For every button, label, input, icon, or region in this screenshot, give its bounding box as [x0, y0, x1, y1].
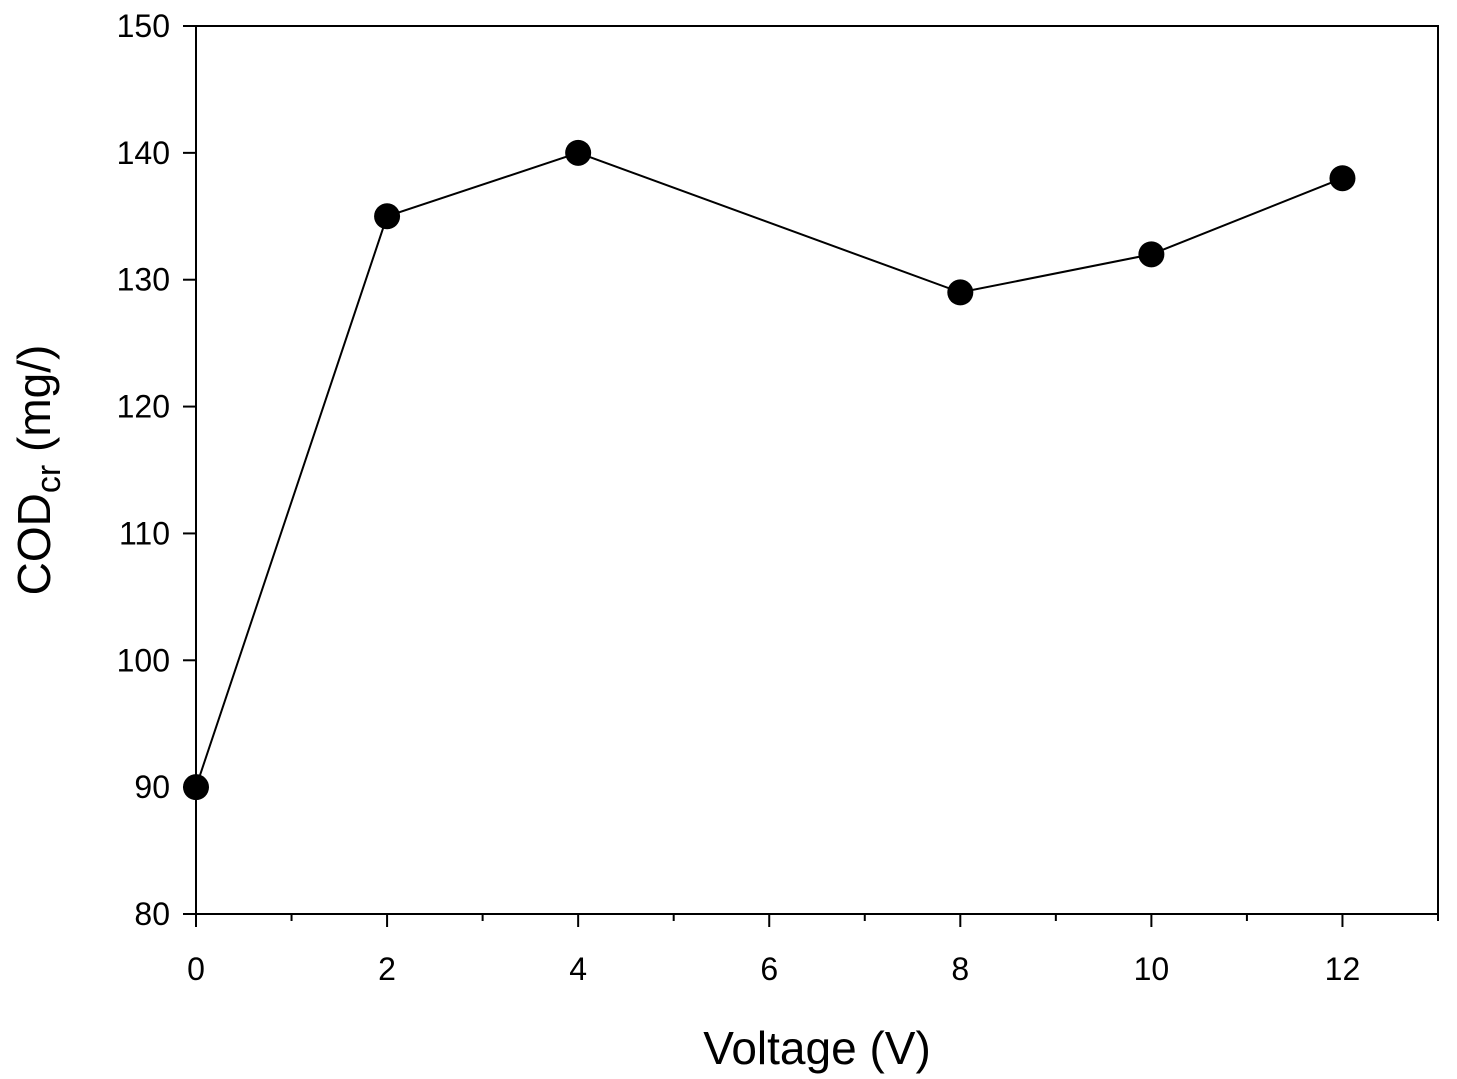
y-tick-label: 80	[134, 896, 170, 932]
y-tick-label: 150	[117, 8, 170, 44]
data-point	[947, 279, 974, 306]
y-tick-label: 110	[119, 515, 170, 551]
x-tick-label: 6	[760, 951, 778, 987]
x-tick-label: 8	[951, 951, 969, 987]
y-tick-label: 120	[117, 389, 170, 425]
y-axis-title-main: COD	[8, 493, 60, 595]
series-line	[195, 151, 1343, 788]
y-tick-label: 140	[117, 135, 170, 171]
data-point	[183, 774, 209, 801]
y-axis: 80 90 100 110 120 130 140 150	[117, 8, 196, 932]
x-tick-label: 12	[1325, 951, 1361, 987]
data-point	[1329, 165, 1356, 192]
y-tick-label: 130	[117, 262, 170, 298]
x-tick-label: 0	[187, 951, 205, 987]
y-tick-label: 100	[117, 642, 170, 678]
y-axis-title-suffix: (mg/)	[8, 345, 60, 465]
y-axis-title-subscript: cr	[30, 465, 68, 493]
x-tick-label: 2	[378, 951, 396, 987]
data-point	[374, 203, 401, 230]
x-axis: 0 2 4 6 8 10 12	[187, 914, 1439, 987]
y-axis-title: CODcr (mg/)	[8, 345, 68, 596]
x-tick-label: 10	[1134, 951, 1170, 987]
series	[183, 139, 1356, 801]
x-axis-title: Voltage (V)	[703, 1022, 931, 1074]
data-point	[565, 139, 592, 166]
y-tick-label: 90	[134, 769, 170, 805]
data-point	[1138, 241, 1165, 268]
x-tick-label: 4	[569, 951, 587, 987]
plot-frame	[195, 25, 1439, 915]
